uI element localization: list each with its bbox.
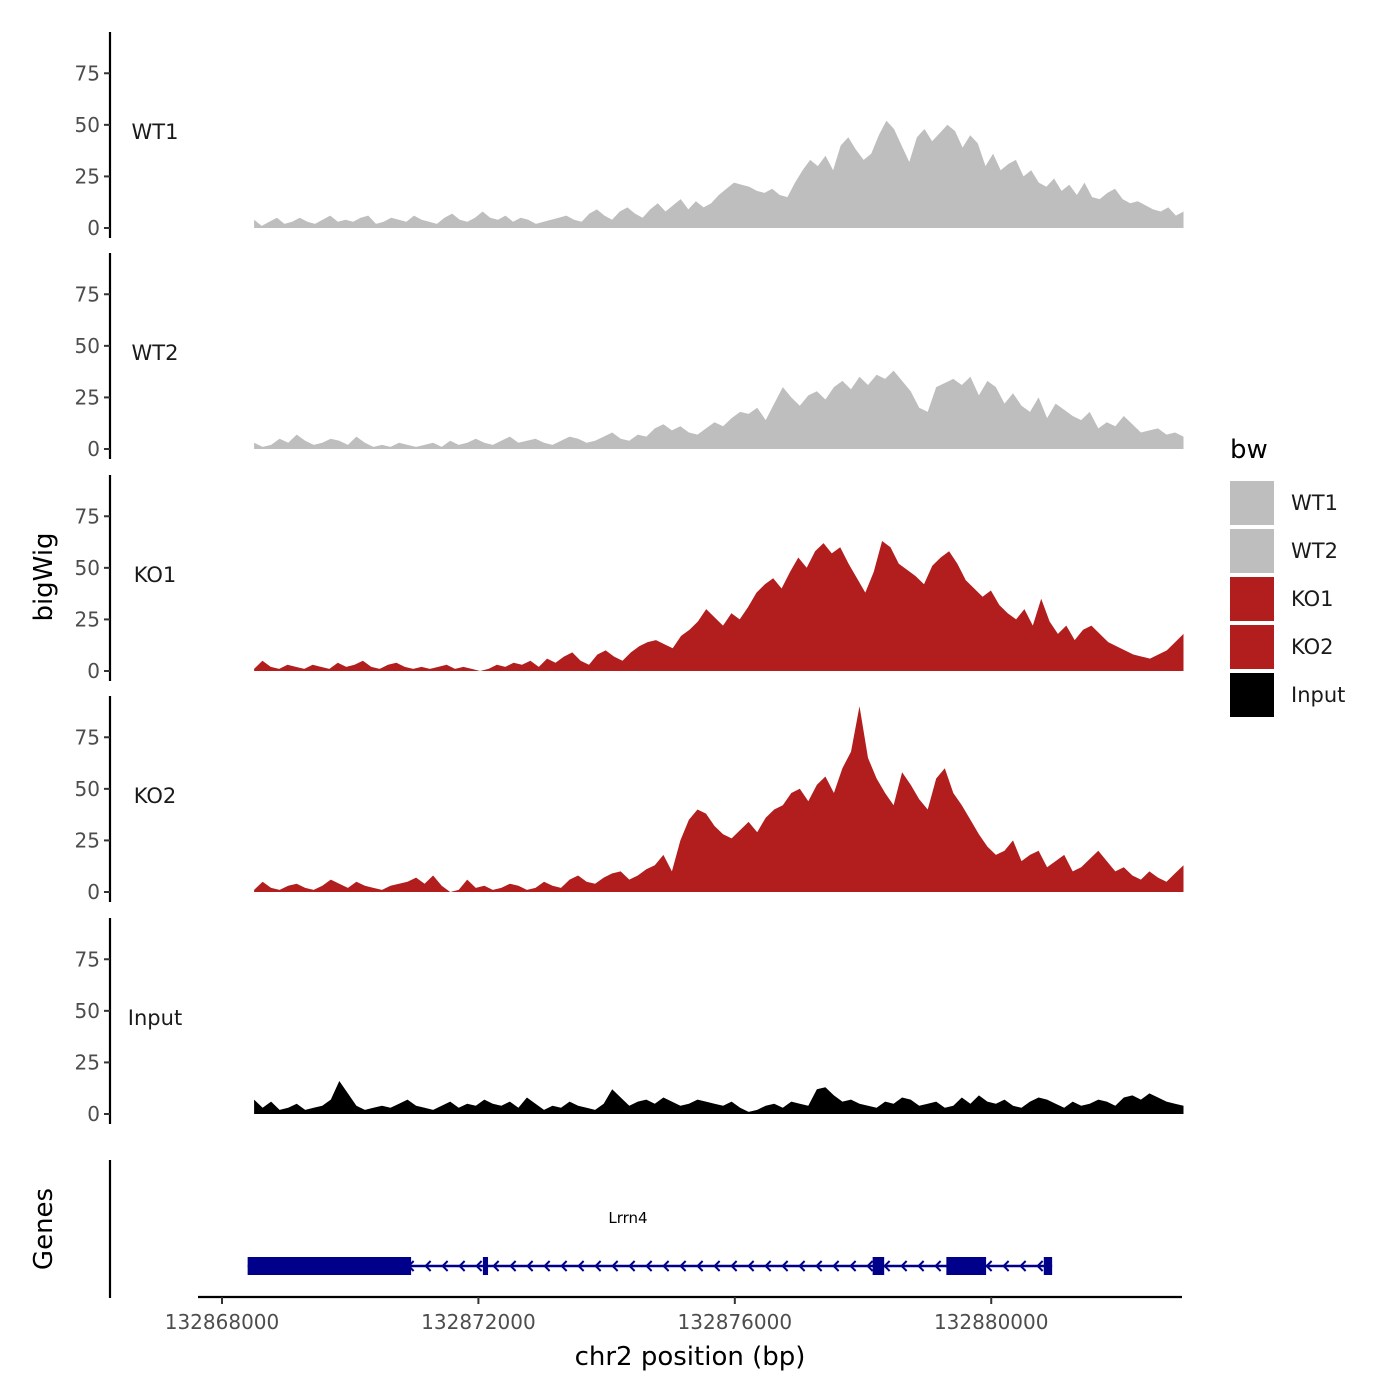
x-tick-label: 132880000 [934, 1310, 1049, 1334]
x-tick-label: 132876000 [678, 1310, 793, 1334]
strand-arrow [662, 1260, 670, 1272]
track-label: WT1 [132, 120, 179, 144]
strand-arrow [543, 1260, 551, 1272]
y-tick-label: 0 [87, 216, 100, 240]
strand-arrow [628, 1260, 636, 1272]
legend-label: KO2 [1291, 635, 1334, 659]
x-axis-title: chr2 position (bp) [575, 1342, 806, 1372]
strand-arrow [764, 1260, 772, 1272]
strand-arrow [849, 1260, 857, 1272]
strand-arrow [1036, 1260, 1044, 1272]
strand-arrow [832, 1260, 840, 1272]
strand-arrow [917, 1260, 925, 1272]
track-input: 0 25 50 75 Input [75, 918, 1184, 1126]
y-tick-label: 50 [75, 334, 100, 358]
y-tick-label: 75 [75, 947, 100, 971]
y-tick-label: 25 [75, 1050, 100, 1074]
track-label: Input [128, 1006, 182, 1030]
legend-label: Input [1291, 683, 1345, 707]
legend-label: KO1 [1291, 587, 1334, 611]
legend-key-wt1 [1230, 481, 1274, 525]
y-tick-label: 75 [75, 282, 100, 306]
y-tick-label: 0 [87, 1102, 100, 1126]
genes-panel-title: Genes [29, 1188, 59, 1270]
strand-arrow [815, 1260, 823, 1272]
y-tick-label: 50 [75, 777, 100, 801]
strand-arrow [441, 1260, 449, 1272]
legend: bw WT1 WT2 KO1 KO2 Input [1230, 435, 1345, 717]
legend-key-input [1230, 673, 1274, 717]
y-tick-label: 50 [75, 113, 100, 137]
y-tick-label: 50 [75, 556, 100, 580]
coverage-area [254, 120, 1184, 228]
strand-arrow [594, 1260, 602, 1272]
track-ko2: 0 25 50 75 KO2 [75, 696, 1184, 904]
y-tick-label: 75 [75, 61, 100, 85]
strand-arrow [645, 1260, 653, 1272]
coverage-area [254, 370, 1184, 449]
strand-arrow [747, 1260, 755, 1272]
x-axis: 132868000 132872000 132876000 132880000 [165, 1295, 1182, 1334]
y-tick-label: 25 [75, 607, 100, 631]
y-tick-label: 0 [87, 880, 100, 904]
x-tick-label: 132872000 [421, 1310, 536, 1334]
strand-arrow [730, 1260, 738, 1272]
y-tick-label: 75 [75, 725, 100, 749]
y-tick-label: 25 [75, 385, 100, 409]
x-tick-label: 132868000 [165, 1310, 280, 1334]
gene-label: Lrrn4 [608, 1209, 647, 1227]
strand-arrow [934, 1260, 942, 1272]
gene-exon [482, 1257, 489, 1275]
legend-title: bw [1230, 435, 1268, 465]
strand-arrow [798, 1260, 806, 1272]
strand-arrow [424, 1260, 432, 1272]
strand-arrow [560, 1260, 568, 1272]
strand-arrow [696, 1260, 704, 1272]
coverage-area [254, 706, 1184, 892]
strand-arrow [1019, 1260, 1027, 1272]
strand-arrow [526, 1260, 534, 1272]
strand-arrow [611, 1260, 619, 1272]
legend-key-wt2 [1230, 529, 1274, 573]
strand-arrow [492, 1260, 500, 1272]
y-tick-label: 75 [75, 504, 100, 528]
strand-arrow [985, 1260, 993, 1272]
y-tick-label: 0 [87, 437, 100, 461]
y-tick-label: 25 [75, 828, 100, 852]
legend-key-ko1 [1230, 577, 1274, 621]
tracks-layer: 0 25 50 75 WT1 0 25 50 75 WT2 0 25 50 75 KO1 0 25 50 75 KO2… [75, 32, 1184, 1126]
track-ko1: 0 25 50 75 KO1 [75, 475, 1184, 683]
strand-arrow [883, 1260, 891, 1272]
strand-arrow [900, 1260, 908, 1272]
coverage-area [254, 541, 1184, 671]
gene-exon [247, 1257, 412, 1275]
strand-arrow [475, 1260, 483, 1272]
strand-arrow [509, 1260, 517, 1272]
y-tick-label: 50 [75, 999, 100, 1023]
strand-arrow [679, 1260, 687, 1272]
gene-exon [946, 1257, 987, 1275]
legend-key-ko2 [1230, 625, 1274, 669]
strand-arrow [577, 1260, 585, 1272]
gene-exon [872, 1257, 885, 1275]
legend-label: WT2 [1291, 539, 1338, 563]
strand-arrow [713, 1260, 721, 1272]
strand-arrow [458, 1260, 466, 1272]
track-label: WT2 [132, 341, 179, 365]
strand-arrow [781, 1260, 789, 1272]
track-label: KO2 [134, 784, 177, 808]
y-axis-title: bigWig [29, 532, 59, 621]
genes-layer: Lrrn4 [108, 1160, 1053, 1298]
strand-arrow [1002, 1260, 1010, 1272]
track-label: KO1 [134, 563, 177, 587]
y-tick-label: 25 [75, 164, 100, 188]
coverage-area [254, 1081, 1184, 1114]
track-wt2: 0 25 50 75 WT2 [75, 253, 1184, 461]
gene-exon [1043, 1257, 1053, 1275]
track-wt1: 0 25 50 75 WT1 [75, 32, 1184, 240]
y-tick-label: 0 [87, 659, 100, 683]
legend-label: WT1 [1291, 491, 1338, 515]
strand-arrow [866, 1260, 874, 1272]
